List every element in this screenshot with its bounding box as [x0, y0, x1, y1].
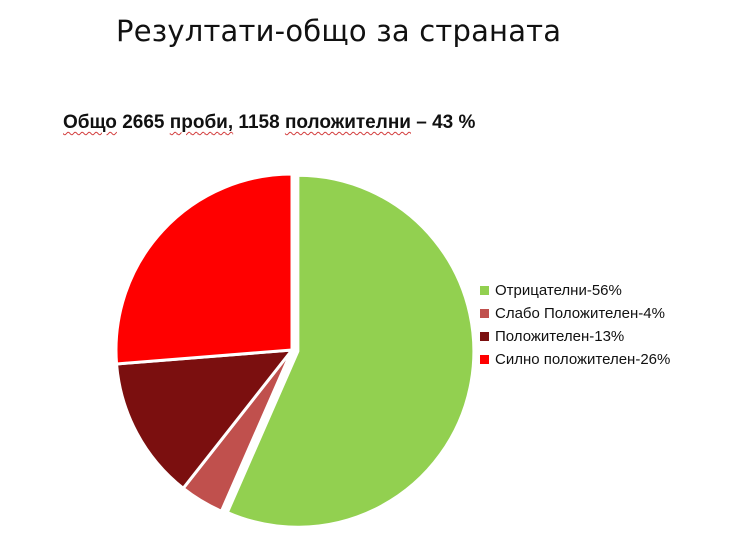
- legend-swatch: [480, 286, 489, 295]
- legend-swatch: [480, 332, 489, 341]
- legend-item-weak-positive: Слабо Положителен-4%: [480, 302, 670, 325]
- legend-item-positive: Положителен-13%: [480, 325, 670, 348]
- chart-subtitle: Общо 2665 проби, 1158 положителни – 43 %: [63, 112, 475, 134]
- legend-item-negative: Отрицателни-56%: [480, 279, 670, 302]
- legend-label: Слабо Положителен-4%: [495, 305, 665, 322]
- page-title: Резултати-общо за страната: [116, 14, 562, 48]
- legend-label: Отрицателни-56%: [495, 282, 622, 299]
- pie-slice-positive: [115, 348, 294, 490]
- subtitle-samples-word: проби,: [169, 112, 234, 133]
- chart-legend: Отрицателни-56% Слабо Положителен-4% Полож…: [480, 279, 670, 371]
- legend-label: Положителен-13%: [495, 328, 625, 345]
- pie-slice-negative: [225, 173, 476, 529]
- legend-swatch: [480, 355, 489, 364]
- subtitle-positive-pct: – 43 %: [416, 112, 476, 133]
- legend-item-strong-positive: Силно положителен-26%: [480, 348, 670, 371]
- legend-swatch: [480, 309, 489, 318]
- subtitle-total-word: Общо: [63, 112, 117, 133]
- subtitle-positive-count: 1158: [238, 112, 280, 133]
- pie-slice-strong-positive: [114, 172, 294, 366]
- subtitle-positive-word: положителни: [284, 112, 411, 133]
- legend-label: Силно положителен-26%: [495, 351, 671, 368]
- subtitle-total-samples: 2665: [122, 112, 165, 133]
